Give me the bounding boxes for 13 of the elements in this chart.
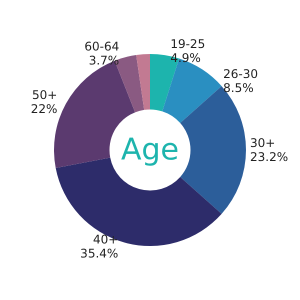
slice-label: 40+ bbox=[92, 232, 118, 246]
data-label: 23.2% bbox=[250, 150, 288, 164]
text: Age bbox=[120, 132, 180, 168]
slice-label: 19-25 bbox=[170, 37, 206, 52]
data-label: 22% bbox=[30, 102, 58, 116]
data-label: 3.7% bbox=[88, 53, 120, 68]
slice-label: 60-64 bbox=[84, 39, 120, 54]
slice-label: 50+ bbox=[32, 88, 58, 102]
data-label: 4.9% bbox=[170, 51, 201, 66]
data-label: 8.5% bbox=[223, 81, 254, 96]
slice-label: 26-30 bbox=[223, 67, 258, 82]
data-label: 35.4% bbox=[80, 246, 118, 260]
slice-label: 30+ bbox=[250, 136, 276, 150]
